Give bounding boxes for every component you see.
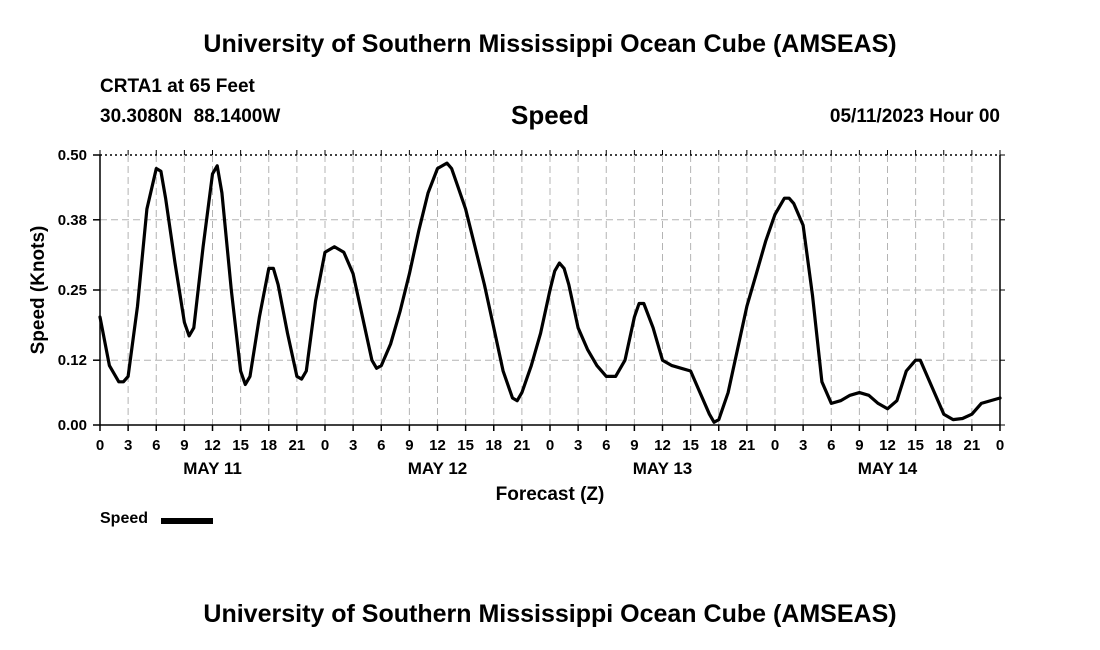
x-tick-label: 0 (96, 437, 104, 454)
x-tick-label: 3 (124, 437, 132, 454)
legend-swatch (161, 518, 213, 524)
x-tick-label: 18 (710, 437, 727, 454)
x-tick-label: 15 (457, 437, 474, 454)
chart-title-top: University of Southern Mississippi Ocean… (203, 30, 897, 58)
series-layer (98, 161, 1002, 424)
x-tick-label: 6 (377, 437, 385, 454)
x-tick-label: 18 (935, 437, 952, 454)
x-tick-label: 0 (546, 437, 554, 454)
parameter-title: Speed (510, 100, 590, 130)
x-tick-label: 6 (152, 437, 160, 454)
x-tick-label: 3 (349, 437, 357, 454)
x-tick-label: 21 (964, 437, 981, 454)
day-label: MAY 11 (183, 459, 242, 478)
y-tick-label: 0.38 (58, 212, 87, 229)
x-tick-label: 15 (232, 437, 249, 454)
x-tick-label: 12 (879, 437, 896, 454)
axes (93, 150, 1005, 431)
day-label: MAY 13 (633, 459, 693, 478)
coordinates-label: 30.3080N 88.1400W (100, 106, 281, 127)
x-tick-label: 12 (204, 437, 221, 454)
day-label: MAY 14 (858, 459, 918, 478)
x-tick-label: 15 (907, 437, 924, 454)
x-tick-label: 18 (485, 437, 502, 454)
x-tick-label: 9 (405, 437, 413, 454)
series-line-speed (98, 161, 1002, 424)
x-tick-label: 21 (289, 437, 306, 454)
x-tick-label: 0 (771, 437, 779, 454)
y-tick-label: 0.12 (58, 352, 87, 369)
x-tick-label: 21 (514, 437, 531, 454)
x-tick-label: 0 (996, 437, 1004, 454)
x-tick-label: 6 (602, 437, 610, 454)
grid (100, 155, 1000, 425)
x-tick-label: 12 (429, 437, 446, 454)
axis-labels: 0 3 6 9 12 15 18 21 0 3 6 9 12 15 18 21 0 3 6 9 12 15 18 21 0 3 6 9… (28, 147, 1004, 505)
x-tick-label: 9 (180, 437, 188, 454)
y-tick-label: 0.00 (58, 417, 87, 434)
x-tick-label: 21 (739, 437, 756, 454)
y-tick-label: 0.25 (58, 282, 87, 299)
forecast-date: 05/11/2023 Hour 00 (829, 106, 1000, 127)
day-label: MAY 12 (408, 459, 468, 478)
x-tick-label: 3 (799, 437, 807, 454)
y-tick-label: 0.50 (58, 147, 87, 164)
x-tick-label: 18 (260, 437, 277, 454)
x-axis-title: Forecast (Z) (496, 484, 605, 505)
station-label: CRTA1 at 65 Feet (100, 76, 255, 97)
legend-label: Speed (100, 510, 149, 527)
y-axis-title: Speed (Knots) (28, 226, 49, 355)
chart-title-bottom: University of Southern Mississippi Ocean… (203, 600, 897, 628)
x-tick-label: 6 (827, 437, 835, 454)
x-tick-label: 9 (630, 437, 638, 454)
x-tick-label: 15 (682, 437, 699, 454)
x-tick-label: 9 (855, 437, 863, 454)
x-tick-label: 12 (654, 437, 671, 454)
x-tick-label: 3 (574, 437, 582, 454)
x-tick-label: 0 (321, 437, 329, 454)
